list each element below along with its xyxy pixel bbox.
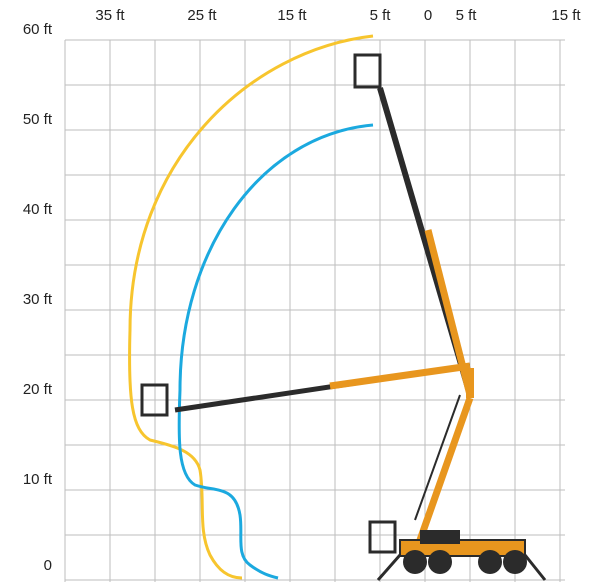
outrigger: [523, 554, 547, 581]
left-label: 20 ft: [23, 381, 53, 398]
top-label: 5 ft: [370, 7, 392, 24]
outrigger: [376, 554, 402, 581]
left-label: 0: [44, 557, 52, 574]
basket-side: [140, 383, 169, 417]
top-label: 15 ft: [551, 7, 581, 24]
inner-envelope: [177, 123, 374, 580]
top-label: 35 ft: [95, 7, 125, 24]
axis-labels: 35 ft 25 ft 15 ft 5 ft 0 5 ft 15 ft 60 ft 50 ft 4…: [23, 7, 582, 574]
basket-stowed: [368, 520, 397, 554]
wheel: [503, 550, 527, 574]
horizontal-boom-base: [329, 362, 471, 390]
wheel: [478, 550, 502, 574]
left-label: 60 ft: [23, 21, 53, 38]
left-label: 30 ft: [23, 291, 53, 308]
lower-arm-cylinder: [414, 394, 461, 521]
basket-high: [353, 53, 382, 89]
top-label: 25 ft: [187, 7, 217, 24]
outer-envelope: [128, 34, 374, 580]
left-label: 40 ft: [23, 201, 53, 218]
wheel: [403, 550, 427, 574]
top-label: 15 ft: [277, 7, 307, 24]
turntable: [420, 530, 460, 544]
top-label: 5 ft: [456, 7, 478, 24]
top-label: 0: [424, 7, 432, 24]
grid: [64, 39, 565, 582]
wheel: [428, 550, 452, 574]
left-label: 10 ft: [23, 471, 53, 488]
left-label: 50 ft: [23, 111, 53, 128]
machine: [140, 53, 547, 581]
lower-arm: [416, 396, 474, 542]
